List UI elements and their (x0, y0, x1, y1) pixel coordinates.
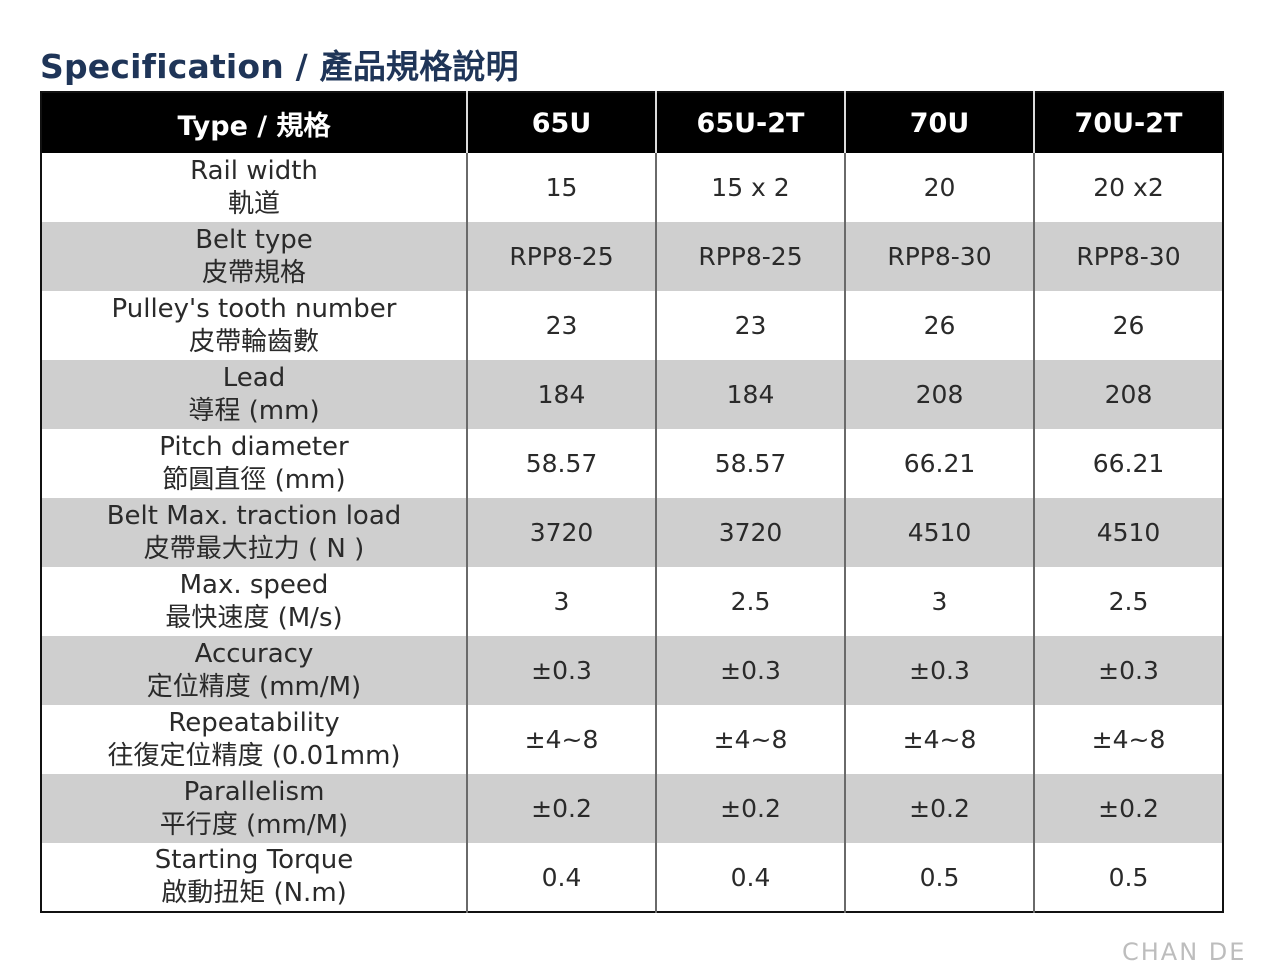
label-zh: 往復定位精度 (0.01mm) (107, 740, 401, 771)
label-en: Rail width (190, 155, 318, 186)
cell-65u: 3720 (466, 498, 656, 567)
cell-65u: ±0.3 (466, 636, 656, 705)
page-title: Specification / 產品規格說明 (40, 47, 519, 86)
cell-70u-2t: 2.5 (1033, 567, 1223, 636)
cell-70u-2t: 0.5 (1033, 843, 1223, 912)
cell-65u: RPP8-25 (466, 222, 656, 291)
cell-70u-2t: 208 (1033, 360, 1223, 429)
header-row: Type / 規格 65U 65U-2T 70U 70U-2T (41, 92, 1223, 153)
header-65u: 65U (466, 92, 656, 153)
cell-70u-2t: ±4~8 (1033, 705, 1223, 774)
cell-70u: 4510 (844, 498, 1034, 567)
cell-70u: ±0.2 (844, 774, 1034, 843)
label-zh: 節圓直徑 (mm) (162, 464, 346, 495)
cell-70u-2t: RPP8-30 (1033, 222, 1223, 291)
cell-65u-2t: 184 (655, 360, 845, 429)
row-max-speed: Max. speed 最快速度 (M/s) 3 2.5 3 2.5 (41, 567, 1223, 636)
cell-70u: ±4~8 (844, 705, 1034, 774)
label-en: Lead (222, 362, 286, 393)
label-en: Accuracy (194, 638, 314, 669)
label-zh: 平行度 (mm/M) (159, 809, 349, 840)
label-en: Pitch diameter (159, 431, 349, 462)
label-zh: 軌道 (227, 188, 280, 219)
cell-70u: 3 (844, 567, 1034, 636)
row-label: Max. speed 最快速度 (M/s) (41, 567, 467, 636)
row-label: Parallelism 平行度 (mm/M) (41, 774, 467, 843)
header-65u-2t: 65U-2T (655, 92, 845, 153)
label-en: Belt Max. traction load (106, 500, 402, 531)
row-repeatability: Repeatability 往復定位精度 (0.01mm) ±4~8 ±4~8 … (41, 705, 1223, 774)
row-pitch-diameter: Pitch diameter 節圓直徑 (mm) 58.57 58.57 66.… (41, 429, 1223, 498)
cell-65u: 15 (466, 153, 656, 222)
row-label: Rail width 軌道 (41, 153, 467, 222)
cell-70u-2t: 4510 (1033, 498, 1223, 567)
row-label: Pulley's tooth number 皮帶輪齒數 (41, 291, 467, 360)
cell-65u: 0.4 (466, 843, 656, 912)
row-label: Belt Max. traction load 皮帶最大拉力 ( N ) (41, 498, 467, 567)
label-zh: 最快速度 (M/s) (165, 602, 343, 633)
cell-70u-2t: ±0.3 (1033, 636, 1223, 705)
row-label: Accuracy 定位精度 (mm/M) (41, 636, 467, 705)
cell-65u: 184 (466, 360, 656, 429)
label-zh: 皮帶最大拉力 ( N ) (143, 533, 365, 564)
cell-65u-2t: 0.4 (655, 843, 845, 912)
cell-65u: ±0.2 (466, 774, 656, 843)
header-type: Type / 規格 (41, 92, 467, 153)
cell-65u: 58.57 (466, 429, 656, 498)
cell-70u-2t: 26 (1033, 291, 1223, 360)
cell-70u-2t: ±0.2 (1033, 774, 1223, 843)
header-70u-2t: 70U-2T (1033, 92, 1223, 153)
cell-70u: 26 (844, 291, 1034, 360)
cell-65u-2t: ±0.3 (655, 636, 845, 705)
row-belt-max-traction-load: Belt Max. traction load 皮帶最大拉力 ( N ) 372… (41, 498, 1223, 567)
watermark-logo: CHAN DE (1122, 938, 1247, 966)
label-en: Max. speed (179, 569, 329, 600)
label-en: Belt type (195, 224, 313, 255)
header-70u: 70U (844, 92, 1034, 153)
cell-65u: 3 (466, 567, 656, 636)
cell-65u-2t: 15 x 2 (655, 153, 845, 222)
row-rail-width: Rail width 軌道 15 15 x 2 20 20 x2 (41, 153, 1223, 222)
cell-70u: RPP8-30 (844, 222, 1034, 291)
row-pulley-tooth-number: Pulley's tooth number 皮帶輪齒數 23 23 26 26 (41, 291, 1223, 360)
cell-65u-2t: 58.57 (655, 429, 845, 498)
row-label: Belt type 皮帶規格 (41, 222, 467, 291)
spec-table: Type / 規格 65U 65U-2T 70U 70U-2T Rail wid… (40, 91, 1224, 913)
row-accuracy: Accuracy 定位精度 (mm/M) ±0.3 ±0.3 ±0.3 ±0.3 (41, 636, 1223, 705)
label-zh: 皮帶輪齒數 (188, 326, 319, 357)
row-lead: Lead 導程 (mm) 184 184 208 208 (41, 360, 1223, 429)
label-en: Parallelism (183, 776, 325, 807)
label-en: Starting Torque (154, 845, 354, 875)
label-en: Repeatability (168, 707, 340, 738)
cell-65u-2t: 2.5 (655, 567, 845, 636)
label-zh: 啟動扭矩 (N.m) (161, 878, 347, 908)
row-label: Starting Torque 啟動扭矩 (N.m) (41, 843, 467, 912)
cell-70u: 20 (844, 153, 1034, 222)
cell-65u-2t: ±4~8 (655, 705, 845, 774)
row-parallelism: Parallelism 平行度 (mm/M) ±0.2 ±0.2 ±0.2 ±0… (41, 774, 1223, 843)
label-en: Pulley's tooth number (111, 293, 397, 324)
cell-65u-2t: 23 (655, 291, 845, 360)
row-label: Pitch diameter 節圓直徑 (mm) (41, 429, 467, 498)
cell-70u-2t: 66.21 (1033, 429, 1223, 498)
cell-65u: 23 (466, 291, 656, 360)
cell-70u: 0.5 (844, 843, 1034, 912)
cell-65u-2t: RPP8-25 (655, 222, 845, 291)
label-zh: 皮帶規格 (201, 257, 306, 288)
cell-70u: 208 (844, 360, 1034, 429)
row-label: Repeatability 往復定位精度 (0.01mm) (41, 705, 467, 774)
label-zh: 導程 (mm) (188, 395, 320, 426)
row-label: Lead 導程 (mm) (41, 360, 467, 429)
label-zh: 定位精度 (mm/M) (146, 671, 362, 702)
row-belt-type: Belt type 皮帶規格 RPP8-25 RPP8-25 RPP8-30 R… (41, 222, 1223, 291)
row-starting-torque: Starting Torque 啟動扭矩 (N.m) 0.4 0.4 0.5 0… (41, 843, 1223, 912)
cell-65u-2t: 3720 (655, 498, 845, 567)
cell-70u: 66.21 (844, 429, 1034, 498)
cell-65u: ±4~8 (466, 705, 656, 774)
cell-65u-2t: ±0.2 (655, 774, 845, 843)
cell-70u: ±0.3 (844, 636, 1034, 705)
cell-70u-2t: 20 x2 (1033, 153, 1223, 222)
